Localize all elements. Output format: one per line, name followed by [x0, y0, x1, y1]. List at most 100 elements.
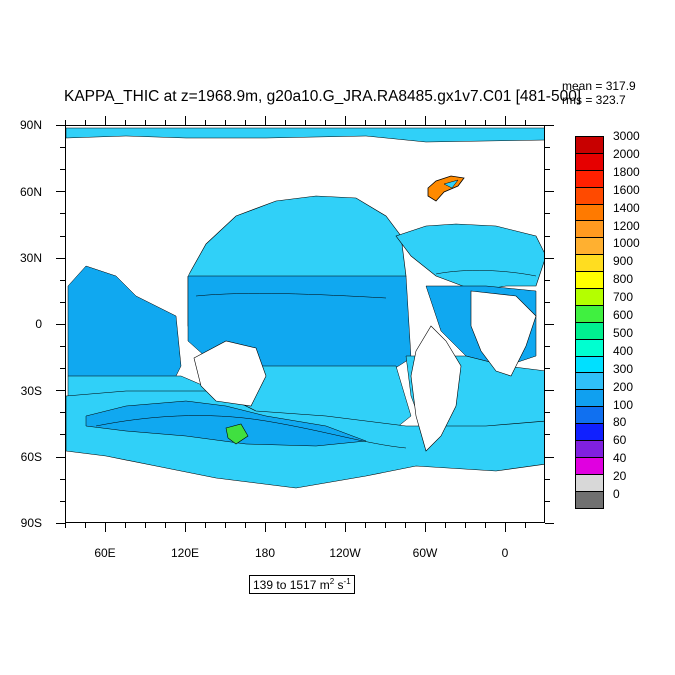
lon-label: 120W — [329, 546, 361, 560]
axis-tick — [505, 120, 506, 125]
axis-tick — [165, 523, 166, 528]
axis-tick — [485, 120, 486, 125]
axis-tick — [365, 120, 366, 125]
axis-tick — [65, 120, 66, 125]
lat-label: 30N — [19, 251, 42, 265]
axis-tick — [545, 390, 550, 392]
axis-tick — [305, 523, 306, 528]
axis-tick — [60, 235, 65, 237]
axis-tick — [525, 523, 526, 528]
axis-tick — [445, 523, 446, 528]
axis-tick — [65, 523, 66, 528]
axis-tick — [60, 125, 65, 126]
mean-stat: mean = 317.9 — [562, 79, 636, 93]
axis-tick — [385, 120, 386, 125]
axis-tick — [545, 301, 550, 303]
axis-tick — [205, 523, 206, 528]
axis-tick — [245, 523, 246, 528]
axis-tick — [60, 257, 65, 259]
axis-tick — [60, 478, 65, 480]
colorbar-label: 1400 — [613, 200, 640, 215]
arctic-ocean — [66, 127, 544, 143]
colorbar-box — [575, 338, 604, 357]
axis-tick — [205, 120, 206, 125]
contour-line — [95, 415, 407, 449]
colorbar-label: 1200 — [613, 218, 640, 233]
axis-tick — [545, 213, 550, 215]
axis-tick — [545, 191, 550, 193]
axis-tick — [525, 120, 526, 125]
axis-tick — [545, 147, 550, 149]
colorbar-box — [575, 490, 604, 509]
range-sup2: 2 — [329, 577, 335, 586]
axis-tick — [545, 279, 550, 281]
axis-tick — [265, 120, 266, 125]
axis-tick — [60, 500, 65, 502]
greenland-land — [446, 146, 516, 186]
colorbar-label: 600 — [613, 308, 634, 322]
axis-tick — [465, 120, 466, 125]
axis-tick — [225, 523, 226, 528]
colorbar-box — [575, 440, 604, 458]
axis-tick — [545, 169, 550, 171]
axis-tick — [545, 346, 550, 347]
australia-land — [193, 340, 267, 407]
colorbar-label: 200 — [613, 379, 634, 394]
lat-label: 30S — [20, 384, 42, 398]
lat-label: 90S — [20, 516, 42, 530]
axis-tick — [85, 523, 86, 528]
antarctica-land — [66, 466, 544, 522]
axis-tick — [545, 412, 550, 414]
lon-label: 0 — [501, 546, 509, 560]
axis-tick — [505, 523, 506, 528]
axis-tick — [60, 456, 65, 458]
axis-tick — [545, 368, 550, 370]
south-america-land — [410, 325, 462, 452]
colorbar — [575, 136, 604, 509]
colorbar-box — [575, 136, 604, 154]
colorbar-label: 100 — [613, 397, 634, 412]
axis-tick — [145, 120, 146, 125]
axis-tick — [265, 523, 266, 528]
colorbar-box — [575, 220, 604, 239]
axis-tick — [385, 523, 386, 528]
axis-tick — [365, 523, 366, 528]
colorbar-box — [575, 389, 604, 408]
lon-label: 120E — [170, 546, 200, 560]
colorbar-box — [575, 169, 604, 188]
axis-tick — [60, 147, 65, 149]
map-plot-area — [65, 125, 545, 523]
axis-tick — [165, 120, 166, 125]
colorbar-label: 80 — [613, 415, 627, 430]
axis-tick — [545, 478, 550, 480]
axis-tick — [225, 120, 226, 125]
colorbar-label: 0 — [613, 487, 620, 501]
axis-tick — [305, 120, 306, 125]
colorbar-label: 20 — [613, 469, 627, 484]
colorbar-label: 900 — [613, 254, 634, 269]
colorbar-box — [575, 423, 604, 442]
colorbar-label: 800 — [613, 272, 634, 287]
axis-tick — [60, 169, 65, 171]
north-america-land — [266, 141, 426, 226]
rms-stat: rms = 323.7 — [562, 93, 626, 107]
colorbar-box — [575, 456, 604, 475]
colorbar-box — [575, 304, 604, 323]
axis-tick — [405, 523, 406, 528]
colorbar-label: 700 — [613, 290, 634, 305]
axis-tick — [285, 120, 286, 125]
eurasia-land — [66, 141, 236, 286]
axis-tick — [285, 523, 286, 528]
axis-tick — [425, 523, 426, 528]
axis-tick — [60, 213, 65, 215]
axis-tick — [485, 523, 486, 528]
axis-tick — [105, 120, 106, 125]
axis-tick — [445, 120, 446, 125]
north-atlantic — [395, 223, 544, 292]
axis-tick — [185, 523, 186, 528]
range-unit: s — [334, 578, 344, 592]
axis-tick — [545, 323, 550, 325]
axis-tick — [545, 500, 550, 502]
axis-tick — [325, 523, 326, 528]
axis-tick — [125, 120, 126, 125]
